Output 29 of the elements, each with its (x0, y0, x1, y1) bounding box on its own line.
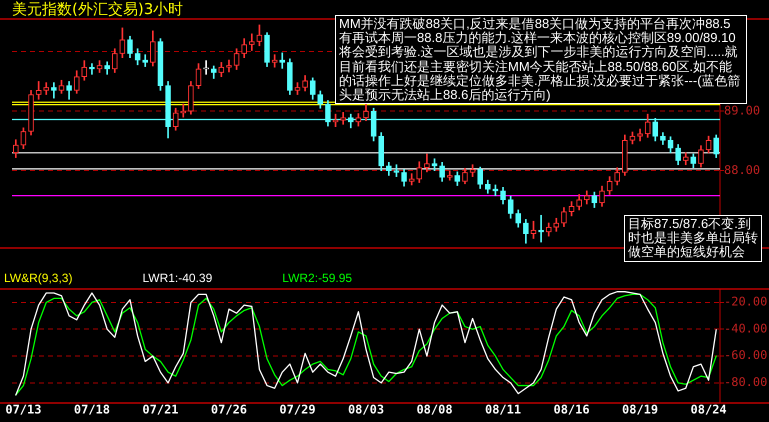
y-tick-label: -20.00 (724, 294, 768, 309)
series-label: LWR1:-40.39 (142, 270, 212, 284)
chart-title: LW&R(9,3,3) (4, 270, 72, 284)
x-tick-label: 07/13 (5, 402, 42, 417)
text: LWR2:-59.95 (282, 270, 352, 284)
x-tick-label: 08/19 (622, 402, 658, 417)
x-tick-label: 07/21 (142, 402, 179, 417)
annotation: MM并没有跌破88关口,反过来是借88关口做为支持的平台再次冲88.5有再试本周一88.8压力的能力.这样一来本波的核心控制区89.00/89.10将会受到考验.这一区域也是涉及到下一步非美的运行方向及空间.....就目前看我们还是主要密切关注MM今天能否站上88.50/88.60区.如不能的话操作上好是继续定位做多非美.严格止损.没必要过于紧张---(蓝色箭头是预示无法站上88.6后的运行方向) (335, 15, 747, 104)
y-tick-label: -80.00 (724, 375, 768, 390)
x-tick-label: 07/26 (210, 402, 248, 417)
y-tick-label: 88.00 (724, 162, 760, 177)
x-tick-label: 08/11 (484, 402, 522, 417)
x-tick-label: 08/08 (416, 402, 453, 417)
candlestick (530, 220, 536, 239)
x-tick-label: 08/24 (690, 402, 727, 417)
candlestick (89, 63, 95, 75)
candlestick (394, 164, 400, 177)
x-tick-label: 08/03 (348, 402, 384, 417)
x-tick-label: 07/18 (74, 402, 110, 417)
x-tick-label: 07/29 (279, 402, 316, 417)
candlestick (432, 158, 438, 172)
y-tick-label: -40.00 (724, 321, 768, 336)
candlestick (332, 114, 338, 127)
y-tick-label: -60.00 (724, 348, 768, 362)
y-tick-label: 89.00 (724, 103, 760, 118)
x-tick-label: 08/16 (553, 402, 590, 417)
candlestick (637, 128, 643, 142)
chart-title: 美元指数(外汇交易)3小时 (12, 0, 184, 18)
annotation: 目标87.5/87.6不变.到时也是非美多单出局转做空单的短线好机会 (624, 215, 762, 262)
